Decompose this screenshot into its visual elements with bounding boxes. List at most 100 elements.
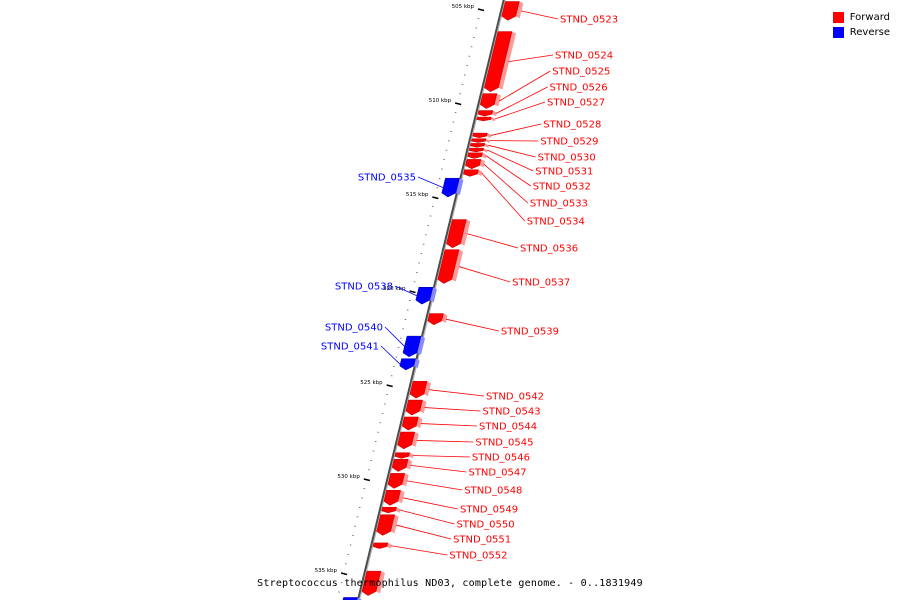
label-leader — [428, 389, 485, 397]
gene-arrow[interactable] — [402, 335, 426, 358]
label-leader — [424, 407, 481, 412]
gene-arrow[interactable] — [341, 597, 362, 600]
gene-arrow[interactable] — [463, 169, 483, 177]
label-leader — [458, 266, 511, 283]
tick-label: 520 kbp — [383, 286, 406, 292]
label-leader — [446, 318, 499, 332]
genome-caption: Streptococcus thermophilus ND03, complet… — [257, 578, 643, 589]
gene-arrow[interactable] — [383, 490, 405, 506]
gene-arrow[interactable] — [437, 249, 464, 284]
gene-label: STND_0546 — [472, 453, 530, 464]
gene-arrow-body — [437, 249, 460, 284]
gene-arrow-side — [397, 490, 405, 504]
tick-label: 530 kbp — [337, 474, 360, 480]
gene-label: STND_0544 — [479, 422, 537, 433]
gene-arrow[interactable] — [472, 132, 492, 139]
gene-label: STND_0526 — [550, 83, 608, 94]
gene-arrow-body — [372, 542, 389, 549]
tick-label: 505 kbp — [452, 4, 475, 10]
gene-arrow-side — [490, 117, 496, 122]
major-tick — [386, 384, 393, 388]
gene-label: STND_0549 — [460, 505, 518, 516]
label-leader — [410, 464, 467, 473]
gene-arrow-side — [498, 31, 517, 90]
gene-label: STND_0530 — [538, 153, 596, 164]
gene-arrow-body — [469, 143, 486, 148]
gene-label: STND_0523 — [560, 15, 618, 26]
gene-label: STND_0533 — [530, 199, 588, 210]
gene-arrow-body — [476, 116, 492, 122]
legend-item-reverse: Reverse — [832, 25, 890, 40]
gene-arrow[interactable] — [501, 1, 524, 21]
label-leader — [399, 509, 455, 525]
gene-arrow-side — [494, 93, 501, 107]
gene-arrow[interactable] — [467, 152, 487, 159]
gene-arrow[interactable] — [361, 570, 385, 596]
gene-arrow[interactable] — [405, 399, 427, 416]
gene-arrow-side — [484, 143, 489, 148]
gene-arrow[interactable] — [409, 380, 432, 399]
gene-arrow-body — [397, 431, 416, 450]
gene-arrow-body — [477, 110, 494, 117]
gene-arrow-body — [391, 459, 409, 472]
gene-label: STND_0531 — [535, 167, 593, 178]
label-leader — [483, 163, 529, 204]
gene-arrow[interactable] — [415, 286, 437, 305]
gene-label: STND_0552 — [449, 551, 507, 562]
tick-label: 535 kbp — [315, 568, 338, 574]
gene-arrow-body — [465, 159, 482, 170]
gene-arrow-side — [408, 452, 414, 459]
label-leader — [391, 545, 448, 556]
gene-label: STND_0536 — [520, 244, 578, 255]
gene-arrow[interactable] — [391, 459, 413, 472]
gene-arrow-body — [415, 286, 434, 305]
gene-arrow-side — [486, 133, 492, 139]
label-leader — [485, 155, 531, 187]
gene-arrow[interactable] — [446, 219, 471, 249]
gene-arrow-body — [468, 147, 485, 153]
gene-arrow[interactable] — [427, 313, 448, 326]
gene-label: STND_0547 — [468, 468, 526, 479]
gene-arrow[interactable] — [394, 452, 414, 459]
label-leader — [417, 176, 444, 188]
label-leader — [488, 144, 536, 158]
gene-arrow-side — [416, 336, 426, 355]
gene-arrow[interactable] — [387, 473, 409, 489]
gene-arrow[interactable] — [372, 542, 392, 549]
gene-arrow-side — [423, 381, 432, 397]
gene-label: STND_0550 — [457, 520, 515, 531]
gene-arrow-body — [383, 490, 401, 506]
gene-arrow[interactable] — [441, 177, 464, 198]
gene-arrow-side — [455, 178, 464, 195]
gene-label: STND_0548 — [464, 486, 522, 497]
gene-arrow[interactable] — [484, 31, 517, 93]
gene-arrow[interactable] — [479, 93, 501, 109]
gene-arrow[interactable] — [397, 431, 419, 450]
gene-arrow-body — [484, 31, 513, 93]
major-tick — [477, 8, 485, 12]
label-leader — [520, 10, 559, 20]
gene-label: STND_0540 — [325, 323, 383, 334]
gene-arrow[interactable] — [401, 416, 423, 431]
label-leader — [490, 123, 542, 136]
gene-arrow[interactable] — [469, 143, 489, 148]
label-leader — [466, 233, 519, 249]
label-leader — [481, 172, 526, 222]
label-leader — [498, 70, 551, 102]
gene-label: STND_0537 — [512, 278, 570, 289]
gene-arrow[interactable] — [468, 147, 488, 153]
gene-label: STND_0534 — [527, 217, 585, 228]
gene-arrow-side — [491, 110, 497, 117]
gene-arrow[interactable] — [471, 138, 490, 144]
gene-arrow[interactable] — [465, 159, 485, 170]
gene-arrow-body — [441, 177, 460, 198]
label-leader — [495, 86, 548, 114]
gene-arrow-side — [390, 514, 399, 534]
gene-arrow[interactable] — [399, 358, 420, 371]
reverse-swatch — [832, 27, 844, 38]
gene-arrow[interactable] — [477, 110, 497, 117]
gene-arrow[interactable] — [381, 506, 401, 514]
gene-arrow[interactable] — [376, 514, 399, 536]
gene-arrow[interactable] — [476, 116, 496, 122]
